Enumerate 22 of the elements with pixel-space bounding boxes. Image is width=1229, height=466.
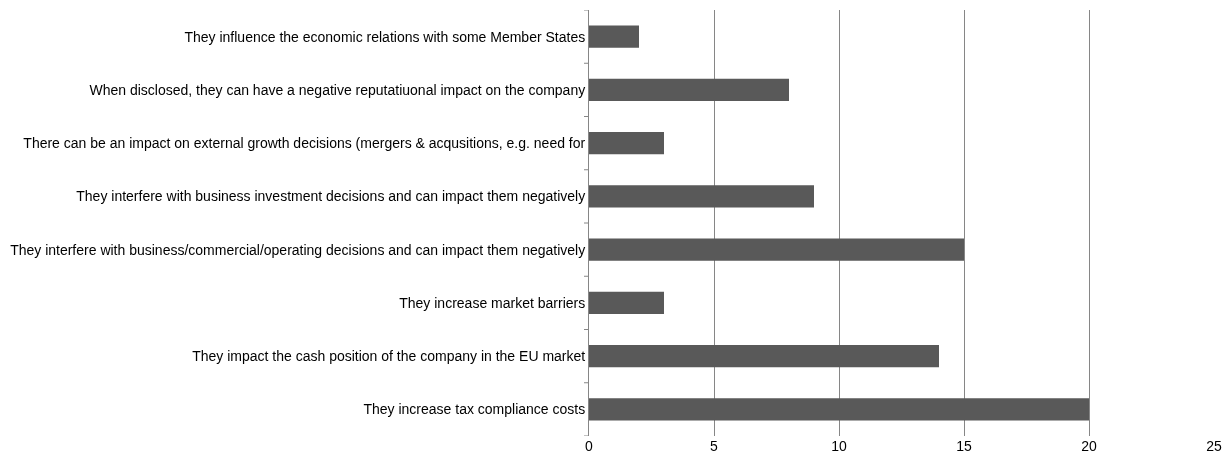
bar [589, 398, 1089, 421]
y-tick-label: They impact the cash position of the company in the EU market [192, 348, 586, 365]
y-tick-label: They increase market barriers [399, 294, 586, 311]
x-tick-label: 20 [1081, 438, 1097, 454]
bar [589, 25, 639, 48]
y-tick-label: They influence the economic relations with some Member States [184, 28, 586, 45]
x-tick-label: 10 [831, 438, 847, 454]
bar [589, 291, 664, 315]
x-tick-label: 15 [956, 438, 972, 454]
bar [589, 78, 789, 102]
y-tick-label: When disclosed, they can have a negative reputatiuonal impact on the company [89, 81, 586, 98]
bar [589, 185, 814, 208]
y-tick-label: There can be an impact on external growth decisions (mergers & acqusitions, e.g. need for [23, 135, 586, 152]
x-tick-label: 25 [1206, 438, 1222, 454]
y-tick-label: They interfere with business investment decisions and can impact them negatively [76, 188, 586, 205]
x-tick-label: 0 [585, 438, 594, 454]
x-tick-label: 5 [710, 438, 719, 454]
bar [589, 344, 939, 368]
bar [589, 131, 664, 155]
bar [589, 238, 964, 261]
y-tick-label: They increase tax compliance costs [363, 401, 586, 418]
y-tick-label: They interfere with business/commercial/operating decisions and can impact them negatively [10, 241, 586, 258]
